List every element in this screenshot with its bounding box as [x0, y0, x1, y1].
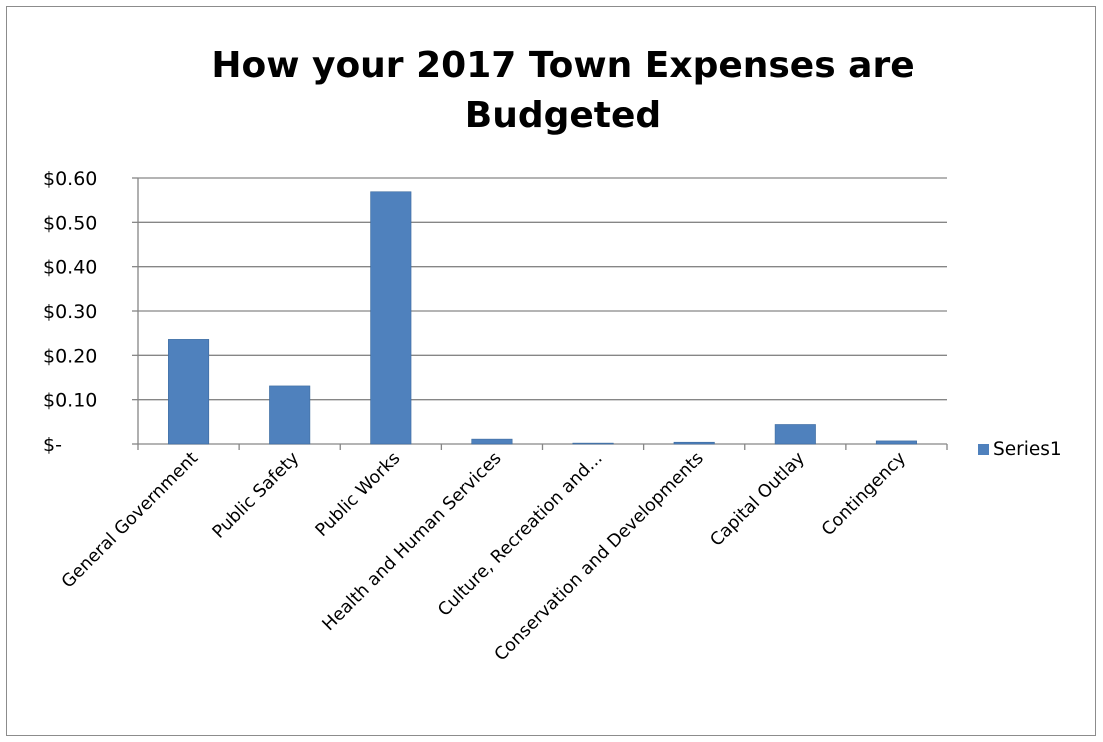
y-tick-label: $0.60 [43, 168, 97, 190]
bar [269, 385, 311, 445]
legend: Series1 [978, 439, 1062, 460]
bar [168, 339, 210, 445]
chart-title-line-1: How your 2017 Town Expenses are [211, 45, 914, 86]
y-tick-label: $0.10 [43, 390, 97, 412]
gridlines [132, 177, 947, 445]
chart-frame: How your 2017 Town Expenses are Budgeted … [6, 6, 1096, 736]
legend-label: Series1 [993, 439, 1062, 460]
x-category-label: Public Safety [209, 448, 303, 542]
y-axis-tick-labels: $- $0.10 $0.20 $0.30 $0.40 $0.50 $0.60 [43, 168, 97, 456]
x-category-label: Conservation and Developments [491, 448, 708, 665]
x-category-label: Health and Human Services [319, 448, 506, 635]
y-tick-label: $0.50 [43, 212, 97, 234]
y-tick-label: $0.30 [43, 301, 97, 323]
bar [370, 191, 412, 445]
chart-title-line-2: Budgeted [465, 95, 661, 136]
legend-swatch [978, 444, 989, 455]
y-tick-label: $0.40 [43, 257, 97, 279]
x-category-label: Public Works [312, 448, 404, 540]
bar [875, 440, 917, 445]
x-axis-category-labels: General Government Public Safety Public Wo… [58, 448, 910, 665]
bars [168, 191, 917, 445]
x-category-label: Capital Outlay [707, 448, 809, 550]
x-category-label: General Government [58, 448, 202, 592]
y-tick-label: $- [43, 434, 62, 456]
bar [774, 424, 816, 445]
bar [572, 442, 614, 445]
x-category-label: Culture, Recreation and... [434, 448, 606, 620]
chart-title: How your 2017 Town Expenses are Budgeted [211, 45, 914, 136]
axes [137, 178, 948, 450]
x-category-label: Contingency [818, 448, 910, 540]
bar [471, 438, 513, 445]
y-tick-label: $0.20 [43, 345, 97, 367]
bar [673, 441, 715, 445]
bar-chart: How your 2017 Town Expenses areBudgeted … [43, 45, 1062, 665]
